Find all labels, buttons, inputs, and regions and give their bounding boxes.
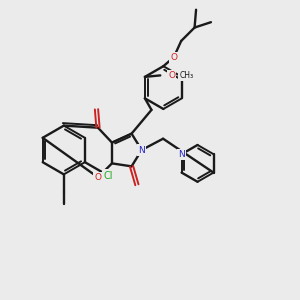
Text: N: N (178, 150, 185, 159)
Text: O: O (168, 71, 175, 80)
Text: Cl: Cl (103, 171, 113, 181)
Text: N: N (138, 146, 145, 154)
Text: O: O (94, 173, 101, 182)
Text: CH₃: CH₃ (179, 71, 194, 80)
Text: O: O (170, 53, 177, 62)
